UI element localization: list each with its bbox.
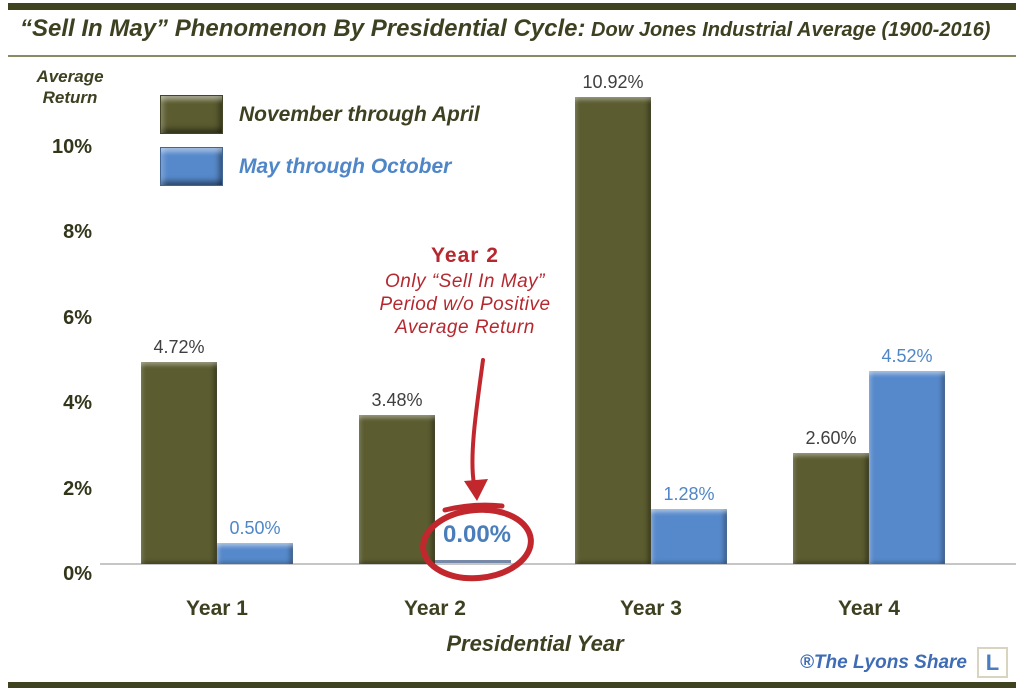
value-label-zero: 0.00% [442, 521, 512, 548]
annotation-line-3: Average Return [395, 317, 535, 338]
category-label-year2: Year 2 [404, 597, 466, 620]
legend-swatch-blue [160, 147, 223, 186]
annotation-line-1: Only “Sell In May” [385, 271, 545, 292]
y-tick-6%: 6% [63, 306, 92, 329]
y-tick-2%: 2% [63, 477, 92, 500]
bar-blue-year1 [217, 543, 293, 564]
legend-item-nov-apr: November through April [160, 95, 480, 134]
lyons-share-logo: L [977, 647, 1008, 678]
title-divider [8, 55, 1016, 57]
legend-label-may-oct: May through October [239, 154, 452, 178]
annotation-tick [442, 502, 505, 513]
value-label-olive-4: 2.60% [805, 428, 857, 448]
footer: ®The Lyons Share L [800, 647, 1008, 678]
value-label-olive-1: 4.72% [153, 337, 205, 357]
chart-title-main: “Sell In May” Phenomenon By Presidential… [20, 15, 586, 42]
top-border [8, 3, 1016, 10]
brand-text: ®The Lyons Share [799, 651, 967, 673]
category-label-year1: Year 1 [186, 597, 248, 620]
bar-olive-year3 [575, 97, 651, 564]
annotation-line-2: Period w/o Positive [379, 294, 551, 315]
y-tick-4%: 4% [63, 392, 92, 414]
bar-blue-year3 [651, 509, 727, 564]
chart-title-sub: Dow Jones Industrial Average (1900-2016) [585, 19, 991, 41]
value-label-blue-4: 4.52% [881, 346, 933, 366]
zero-bar-line [435, 560, 511, 563]
legend-item-may-oct: May through October [160, 147, 480, 186]
x-axis-line [100, 563, 1016, 565]
annotation-callout: Year 2 Only “Sell In May” Period w/o Pos… [335, 244, 595, 339]
chart-title: “Sell In May” Phenomenon By Presidential… [20, 15, 1010, 43]
y-tick-8%: 8% [63, 221, 92, 243]
bar-olive-year4 [793, 453, 869, 564]
y-axis-title: Average Return [36, 67, 104, 108]
value-label-olive-2: 3.48% [371, 390, 423, 410]
annotation-arrow [470, 358, 485, 486]
annotation-heading: Year 2 [431, 244, 499, 267]
bar-olive-year1 [141, 362, 217, 564]
bottom-border [8, 682, 1016, 688]
value-label-blue-1: 0.50% [229, 518, 281, 538]
x-axis-title: Presidential Year [446, 631, 624, 656]
legend-swatch-olive [160, 95, 223, 134]
y-tick-10%: 10% [51, 135, 92, 158]
category-label-year4: Year 4 [838, 597, 900, 620]
value-label-blue-3: 1.28% [663, 484, 715, 504]
annotation-arrowhead [464, 479, 488, 501]
legend-label-nov-apr: November through April [239, 102, 480, 126]
bar-blue-year4 [869, 371, 945, 564]
category-label-year3: Year 3 [620, 597, 682, 620]
logo-letter: L [985, 649, 1000, 675]
y-tick-0%: 0% [63, 563, 92, 585]
value-label-olive-3: 10.92% [582, 72, 644, 92]
legend: November through April May through Octob… [160, 95, 480, 199]
